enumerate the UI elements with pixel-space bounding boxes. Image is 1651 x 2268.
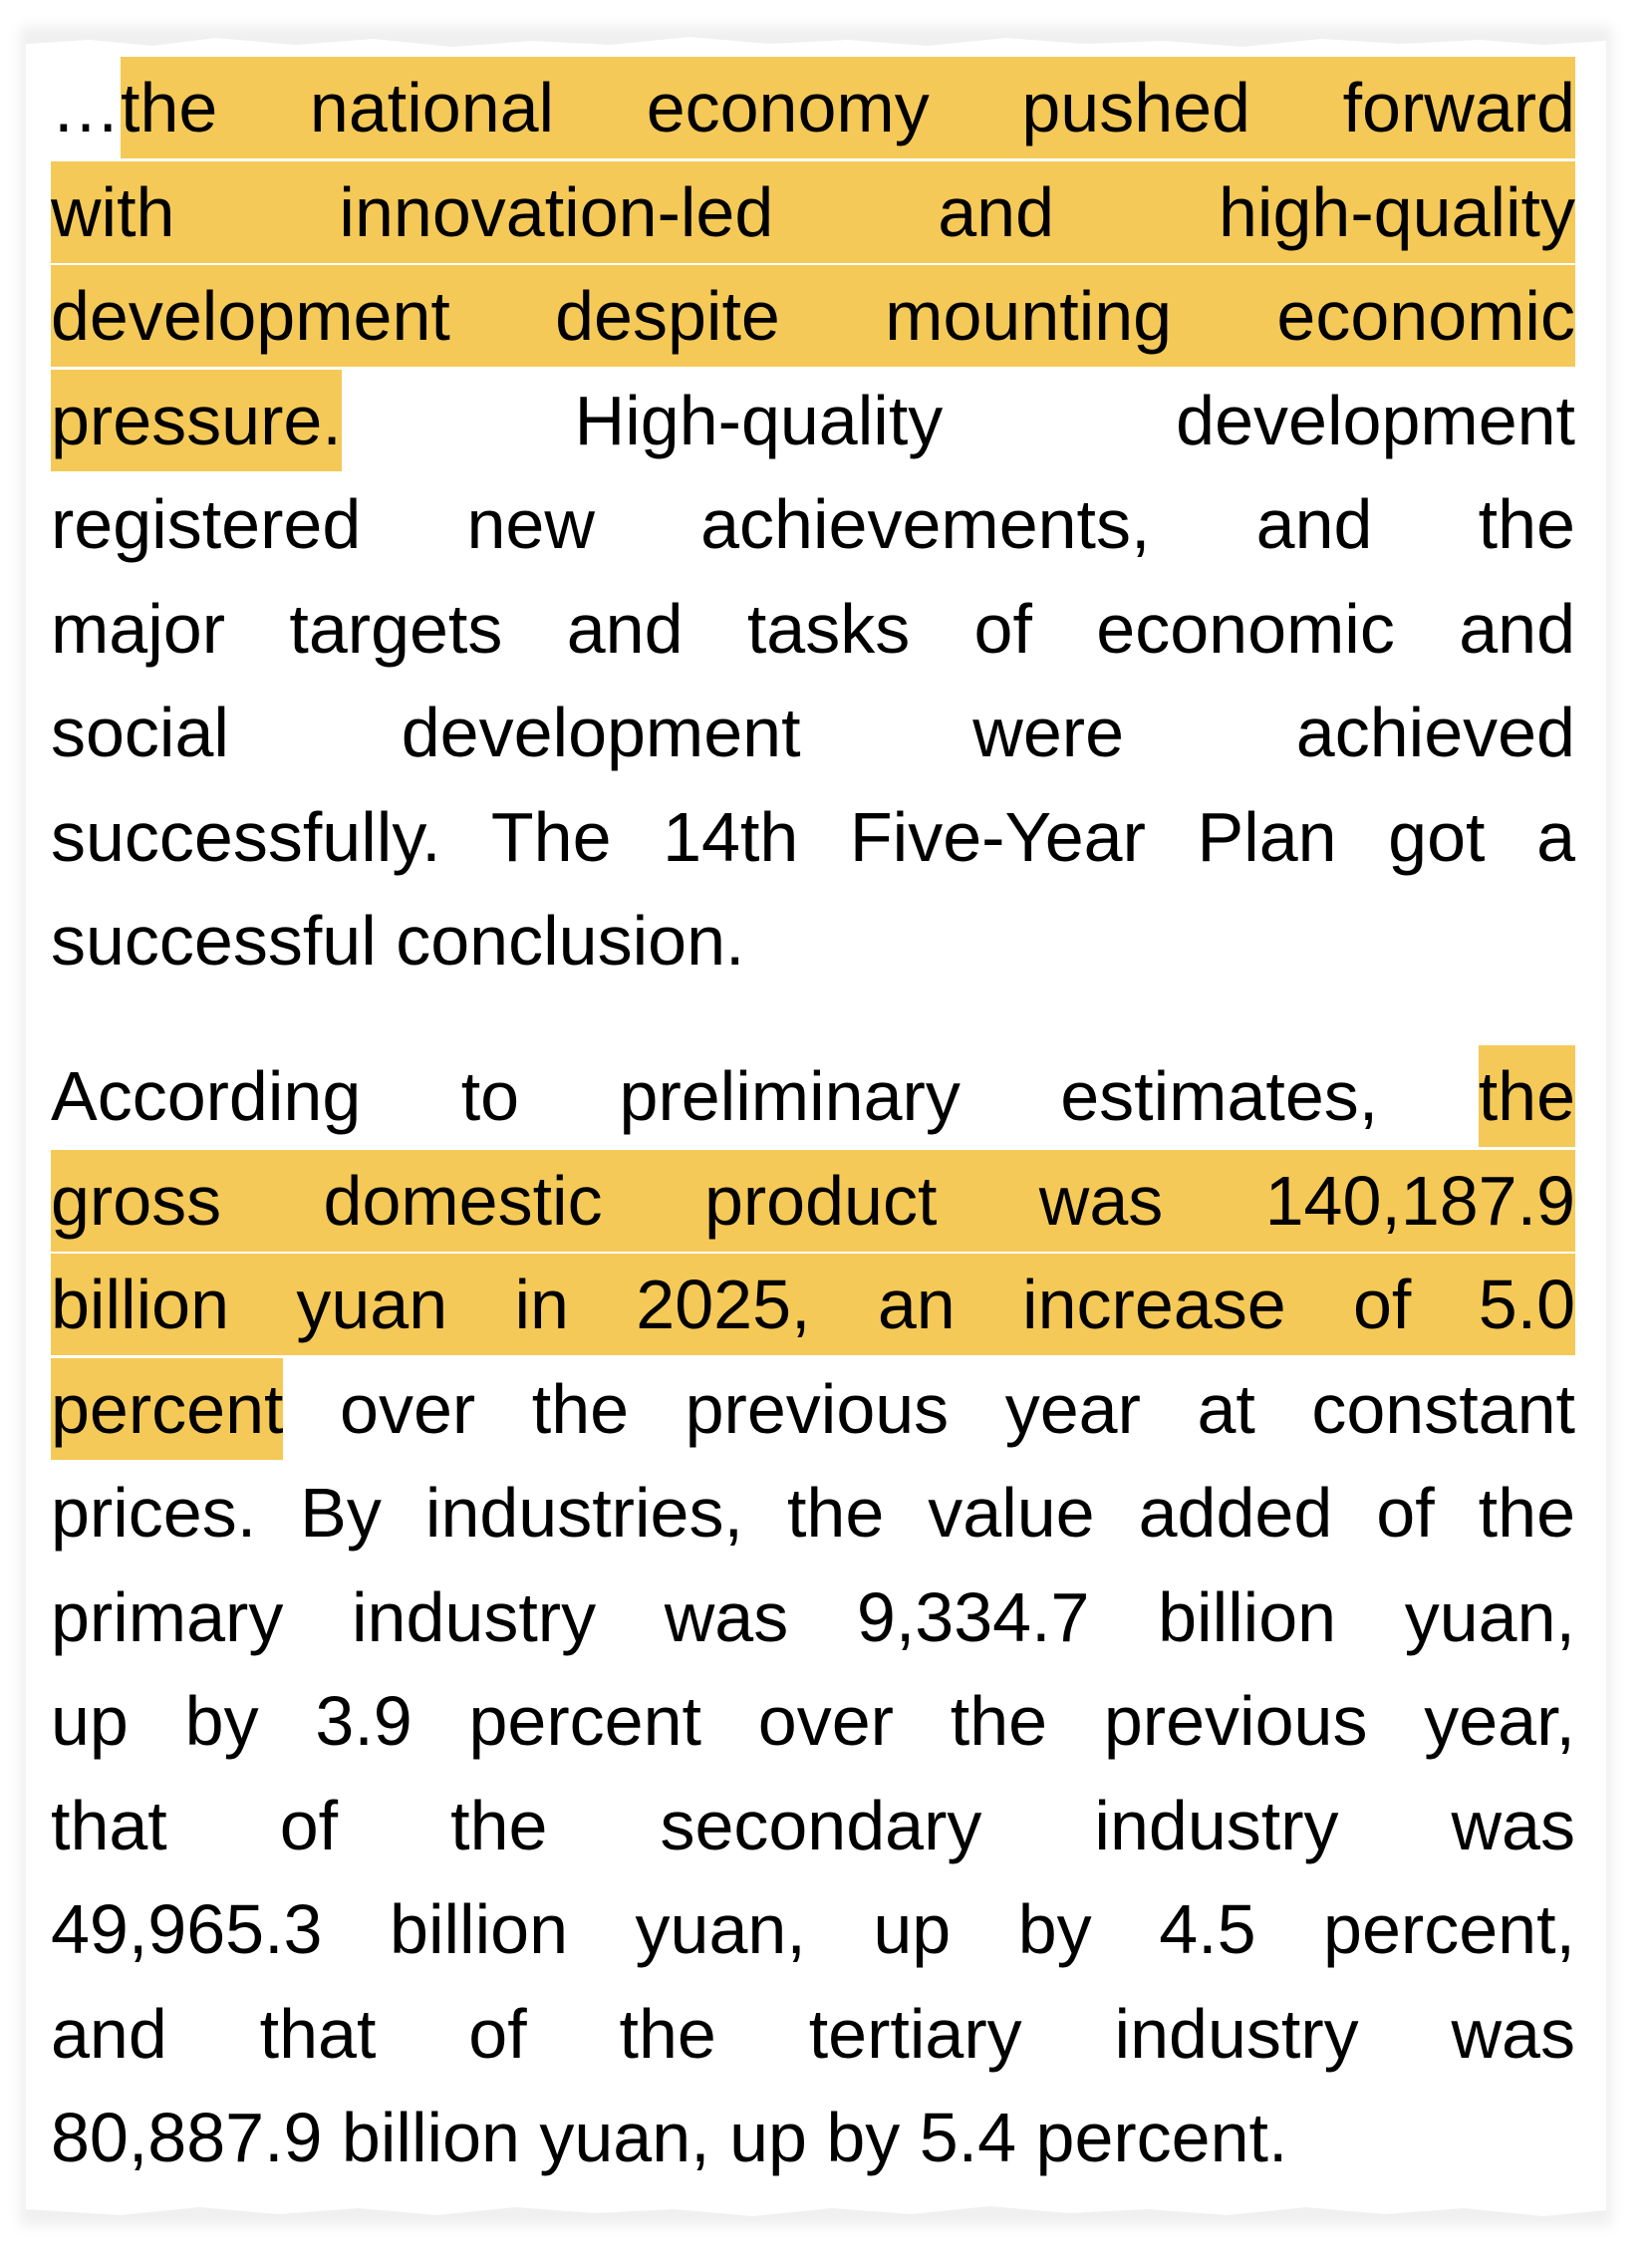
- text-segment: that of the secondary industry was: [51, 1786, 1575, 1864]
- text-line: with innovation-led and high-quality: [51, 160, 1575, 265]
- text-segment: over the previous year at constant: [283, 1369, 1575, 1448]
- paragraph-economy-summary: …the national economy pushed forward with…: [51, 56, 1575, 993]
- text-segment: successful conclusion.: [51, 902, 745, 980]
- text-segment: …: [51, 69, 121, 146]
- text-line: registered new achievements, and the: [51, 472, 1575, 577]
- text-line: percent over the previous year at consta…: [51, 1357, 1575, 1462]
- text-line: and that of the tertiary industry was: [51, 1982, 1575, 2087]
- highlighted-text: with innovation-led and high-quality: [51, 160, 1575, 263]
- text-line: prices. By industries, the value added o…: [51, 1461, 1575, 1565]
- highlighted-text: the: [1478, 1045, 1575, 1147]
- text-line: 49,965.3 billion yuan, up by 4.5 percent…: [51, 1877, 1575, 1982]
- text-segment: up by 3.9 percent over the previous year…: [51, 1682, 1575, 1760]
- text-segment: successfully. The 14th Five-Year Plan go…: [51, 797, 1575, 876]
- paragraph-gdp-estimates: According to preliminary estimates, the g…: [51, 1044, 1575, 2190]
- text-segment: major targets and tasks of economic and: [51, 589, 1575, 668]
- highlighted-text: gross domestic product was 140,187.9: [51, 1149, 1575, 1252]
- text-line: gross domestic product was 140,187.9: [51, 1149, 1575, 1254]
- highlighted-text: the national economy pushed forward: [121, 57, 1575, 158]
- highlighted-text: billion yuan in 2025, an increase of 5.0: [51, 1254, 1575, 1355]
- text-segment: registered new achievements, and the: [51, 485, 1575, 563]
- text-line: billion yuan in 2025, an increase of 5.0: [51, 1253, 1575, 1357]
- text-segment: and that of the tertiary industry was: [51, 1994, 1575, 2073]
- highlighted-text: percent: [51, 1357, 284, 1460]
- text-line: successfully. The 14th Five-Year Plan go…: [51, 785, 1575, 890]
- text-line: According to preliminary estimates, the: [51, 1044, 1575, 1149]
- text-line: social development were achieved: [51, 681, 1575, 785]
- highlighted-text: development despite mounting economic: [51, 265, 1575, 367]
- text-line: development despite mounting economic: [51, 264, 1575, 369]
- text-segment: 80,887.9 billion yuan, up by 5.4 percent…: [51, 2099, 1288, 2176]
- text-segment: prices. By industries, the value added o…: [51, 1474, 1575, 1552]
- text-line: …the national economy pushed forward: [51, 56, 1575, 160]
- text-line: pressure. High-quality development: [51, 369, 1575, 473]
- text-line: 80,887.9 billion yuan, up by 5.4 percent…: [51, 2086, 1575, 2190]
- text-line: up by 3.9 percent over the previous year…: [51, 1669, 1575, 1774]
- text-segment: According to preliminary estimates,: [51, 1057, 1479, 1135]
- text-line: that of the secondary industry was: [51, 1774, 1575, 1878]
- highlighted-text: pressure.: [51, 369, 342, 471]
- text-line: successful conclusion.: [51, 889, 1575, 993]
- text-segment: social development were achieved: [51, 694, 1575, 771]
- text-segment: High-quality development: [341, 381, 1575, 459]
- text-segment: primary industry was 9,334.7 billion yua…: [51, 1577, 1575, 1656]
- text-line: primary industry was 9,334.7 billion yua…: [51, 1565, 1575, 1670]
- text-line: major targets and tasks of economic and: [51, 577, 1575, 682]
- text-segment: 49,965.3 billion yuan, up by 4.5 percent…: [51, 1890, 1575, 1968]
